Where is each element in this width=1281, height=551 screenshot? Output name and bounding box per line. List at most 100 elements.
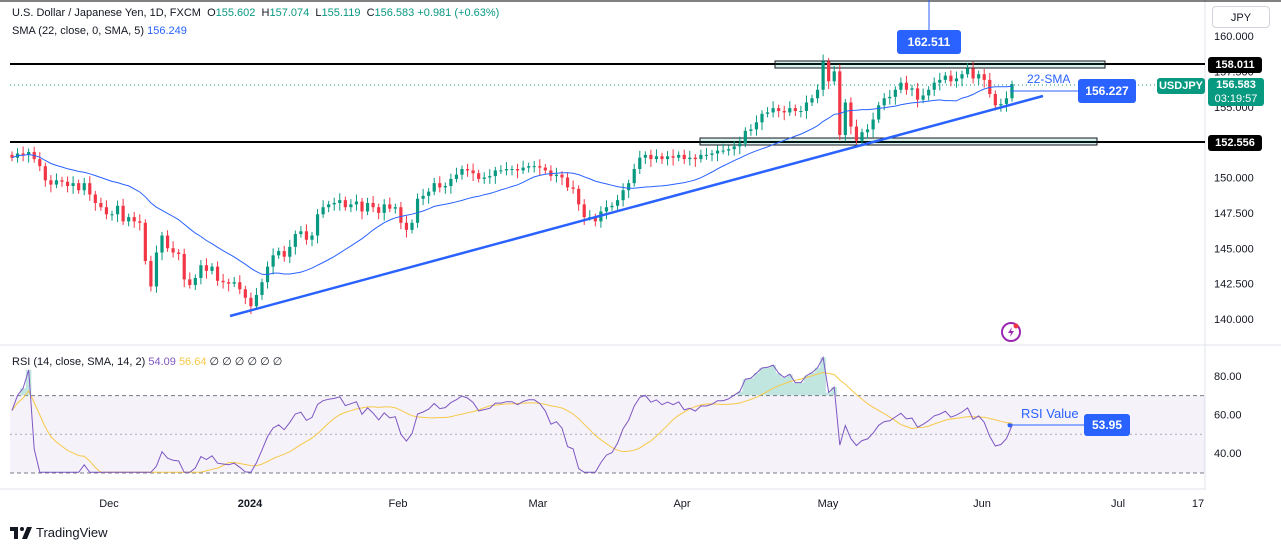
- time-tick-label: 2024: [238, 498, 263, 510]
- candle-body: [565, 177, 570, 188]
- candle-body: [649, 154, 653, 160]
- candle-body: [754, 122, 759, 130]
- candle-body: [27, 152, 31, 155]
- candle-body: [488, 176, 492, 178]
- candle-body: [221, 280, 225, 283]
- candle-body: [615, 200, 620, 206]
- candle-body: [693, 157, 697, 160]
- rsi-line: [11, 355, 1013, 473]
- price-tick-label: 142.500: [1214, 279, 1254, 291]
- candle-body: [515, 169, 520, 171]
- candle-body: [54, 180, 59, 185]
- candle-body: [238, 282, 242, 290]
- rsi-legend-value: 54.09: [148, 356, 176, 368]
- candle-body: [927, 89, 931, 96]
- candle-body: [860, 132, 864, 141]
- candle-body: [293, 234, 297, 247]
- candle-body: [532, 166, 536, 168]
- candle-body: [249, 297, 253, 307]
- candle-body: [877, 105, 881, 120]
- candle-body: [115, 205, 120, 215]
- candle-body: [199, 265, 203, 278]
- candle-body: [982, 74, 986, 80]
- candle-body: [377, 207, 381, 213]
- candle-body: [999, 103, 1003, 106]
- candle-body: [193, 277, 197, 286]
- candle-body: [215, 266, 220, 281]
- candle-body: [365, 202, 370, 212]
- trendline: [229, 94, 1044, 318]
- candle-body: [732, 146, 736, 150]
- candle-body: [154, 252, 159, 287]
- candle-body: [660, 156, 664, 160]
- candle-body: [949, 75, 953, 82]
- candle-body: [210, 266, 214, 271]
- candle-body: [771, 108, 775, 113]
- price-tick-label: 147.500: [1214, 208, 1254, 220]
- rsi-ma-legend-value: 56.64: [178, 356, 207, 368]
- symbol-tag: USDJPY: [1157, 78, 1205, 94]
- candle-body: [277, 251, 281, 256]
- candle-body: [82, 183, 86, 191]
- tradingview-footer[interactable]: TradingView: [10, 525, 108, 540]
- candle-body: [332, 202, 336, 205]
- sma-legend[interactable]: SMA (22, close, 0, SMA, 5) 156.249: [12, 25, 187, 37]
- candle-body: [632, 169, 636, 184]
- candle-body: [427, 191, 431, 196]
- rsi-tick-label: 40.00: [1214, 448, 1242, 460]
- candle-body: [99, 202, 103, 208]
- candle-body: [310, 235, 314, 240]
- candle-body: [604, 207, 609, 212]
- rsi-legend[interactable]: RSI (14, close, SMA, 14, 2) 54.09 56.64 …: [12, 355, 282, 368]
- candle-body: [527, 166, 531, 168]
- candle-body: [788, 108, 792, 113]
- candles: [10, 54, 1014, 315]
- candle-body: [765, 112, 770, 114]
- candle-body: [449, 178, 453, 186]
- candle-body: [421, 195, 425, 199]
- candle-body: [60, 180, 64, 182]
- rsi-tick-label: 80.00: [1214, 371, 1242, 383]
- rsi-annotation-text: RSI Value: [1021, 406, 1079, 421]
- candle-body: [282, 251, 286, 257]
- price-tick-label: 150.000: [1214, 173, 1254, 185]
- time-tick-label: May: [818, 498, 839, 510]
- candle-body: [349, 204, 353, 208]
- candle-body: [643, 154, 647, 158]
- candle-body: [827, 61, 831, 82]
- lightning-icon[interactable]: [1001, 322, 1021, 342]
- price-tick-label: 145.000: [1214, 243, 1254, 255]
- candle-body: [460, 169, 464, 175]
- candle-body: [893, 89, 897, 97]
- time-tick-label: Jun: [973, 498, 991, 510]
- rsi-value-label: 53.95: [1084, 414, 1130, 436]
- candle-body: [849, 102, 853, 127]
- time-tick-label: Apr: [673, 498, 690, 510]
- candle-body: [777, 108, 781, 111]
- candle-body: [171, 248, 175, 253]
- candle-body: [271, 255, 275, 267]
- candle-body: [327, 204, 331, 208]
- candle-body: [165, 235, 170, 249]
- candle-body: [743, 130, 747, 144]
- candle-body: [493, 170, 497, 177]
- candle-body: [688, 157, 692, 160]
- chart-header: U.S. Dollar / Japanese Yen, 1D, FXCM O15…: [12, 7, 499, 19]
- candle-body: [93, 194, 97, 203]
- rsi-tick-label: 60.00: [1214, 410, 1242, 422]
- candle-body: [304, 231, 309, 240]
- candle-body: [204, 265, 209, 271]
- candle-body: [65, 181, 70, 186]
- candle-body: [499, 170, 503, 172]
- candle-body: [960, 74, 964, 79]
- sma-line: [11, 85, 1013, 276]
- peak-label: 162.511: [897, 30, 961, 54]
- candle-body: [865, 129, 870, 133]
- candle-body: [888, 96, 892, 99]
- currency-button[interactable]: JPY: [1212, 6, 1270, 28]
- candle-body: [477, 173, 481, 179]
- candle-body: [21, 153, 25, 155]
- candle-body: [965, 68, 970, 75]
- candle-body: [810, 98, 814, 103]
- candle-body: [121, 205, 125, 222]
